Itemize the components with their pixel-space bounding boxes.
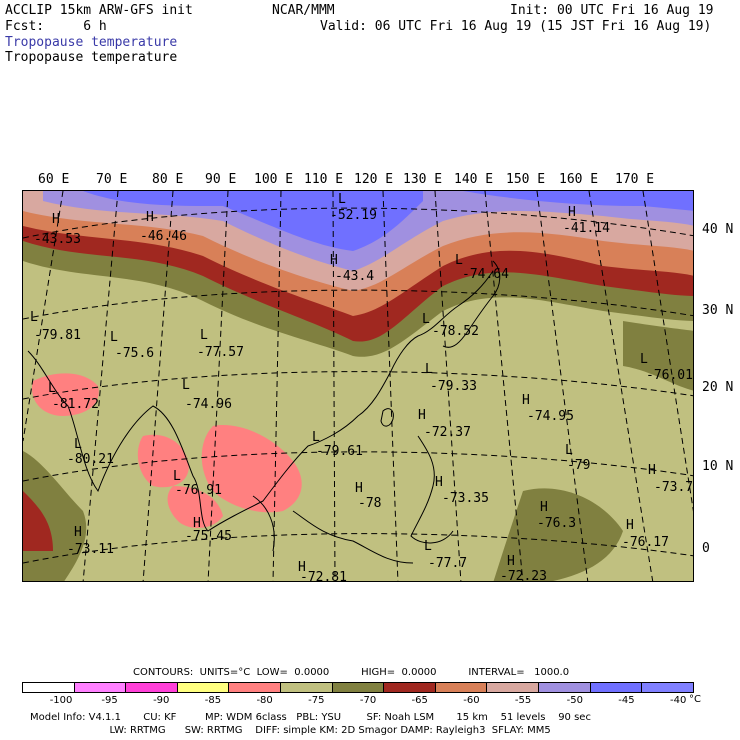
color-bar-swatch [23, 683, 75, 692]
lon-label: 60 E [38, 172, 70, 187]
valid-time: Valid: 06 UTC Fri 16 Aug 19 (15 JST Fri … [320, 19, 712, 34]
field-title-contour: Tropopause temperature [5, 50, 178, 65]
band-minus80-indochina [201, 425, 302, 513]
unit-label: °C [689, 694, 701, 705]
lat-label: 0 [702, 541, 710, 556]
color-bar-swatch [281, 683, 333, 692]
graticule [23, 191, 693, 581]
init-time: Init: 00 UTC Fri 16 Aug 19 [510, 3, 714, 18]
lon-label: 110 E [304, 172, 344, 187]
forecast-hour: Fcst: 6 h [5, 19, 107, 34]
lon-label: 140 E [454, 172, 494, 187]
lon-label: 170 E [615, 172, 655, 187]
field-title-shaded: Tropopause temperature [5, 35, 178, 50]
color-bar-tick: -80 [256, 695, 273, 706]
color-bar-swatch [590, 683, 643, 692]
color-bar-swatch [126, 683, 178, 692]
band-minus80-india [32, 373, 99, 416]
tropopause-temperature-map [23, 191, 693, 581]
color-bar-tick: -85 [204, 695, 222, 706]
run-title: ACCLIP 15km ARW-GFS init [5, 3, 193, 18]
color-bar-tick: -50 [566, 695, 583, 706]
color-bar-tick: -100 [49, 695, 73, 706]
lon-label: 100 E [254, 172, 294, 187]
lon-label: 160 E [559, 172, 599, 187]
model-info-line2: LW: RRTMG SW: RRTMG DIFF: simple KM: 2D … [30, 725, 551, 736]
band-minus70-east [623, 321, 693, 391]
color-bar-tick: -40 [670, 695, 687, 706]
lat-label: 30 N [702, 303, 734, 318]
color-bar-tick: -95 [101, 695, 118, 706]
color-bar-swatch [384, 683, 436, 692]
band-minus45 [83, 191, 423, 251]
lat-label: 20 N [702, 380, 734, 395]
color-bar [22, 682, 694, 693]
lon-label: 70 E [96, 172, 128, 187]
color-bar-swatch [74, 683, 127, 692]
color-bar-swatch [487, 683, 540, 692]
coastlines [27, 260, 501, 564]
color-bar-tick: -55 [514, 695, 532, 706]
organization: NCAR/MMM [272, 3, 335, 18]
color-bar-swatch [332, 683, 385, 692]
contours-info: CONTOURS: UNITS=°C LOW= 0.0000 HIGH= 0.0… [133, 667, 570, 678]
color-bar-tick: -90 [153, 695, 170, 706]
model-info-line1: Model Info: V4.1.1 CU: KF MP: WDM 6class… [30, 712, 591, 723]
band-minus80-south [167, 486, 223, 528]
color-bar-tick: -65 [411, 695, 428, 706]
color-bar-swatch [642, 683, 693, 692]
band-minus45-east [463, 191, 693, 211]
lon-label: 120 E [354, 172, 394, 187]
map-panel [22, 190, 694, 582]
color-bar-tick: -70 [359, 695, 377, 706]
color-bar-swatch [435, 683, 488, 692]
color-bar-swatch [539, 683, 591, 692]
color-bar-tick: -45 [618, 695, 635, 706]
lon-label: 90 E [205, 172, 237, 187]
lon-label: 130 E [403, 172, 443, 187]
color-bar-tick: -75 [308, 695, 325, 706]
lon-label: 80 E [152, 172, 184, 187]
band-minus70-ocean [493, 488, 623, 581]
lat-label: 10 N [702, 459, 734, 474]
color-bar-tick: -60 [463, 695, 480, 706]
color-bar-swatch [229, 683, 282, 692]
band-minus65-west [23, 491, 53, 551]
lon-label: 150 E [506, 172, 546, 187]
lat-label: 40 N [702, 222, 734, 237]
color-bar-swatch [177, 683, 230, 692]
